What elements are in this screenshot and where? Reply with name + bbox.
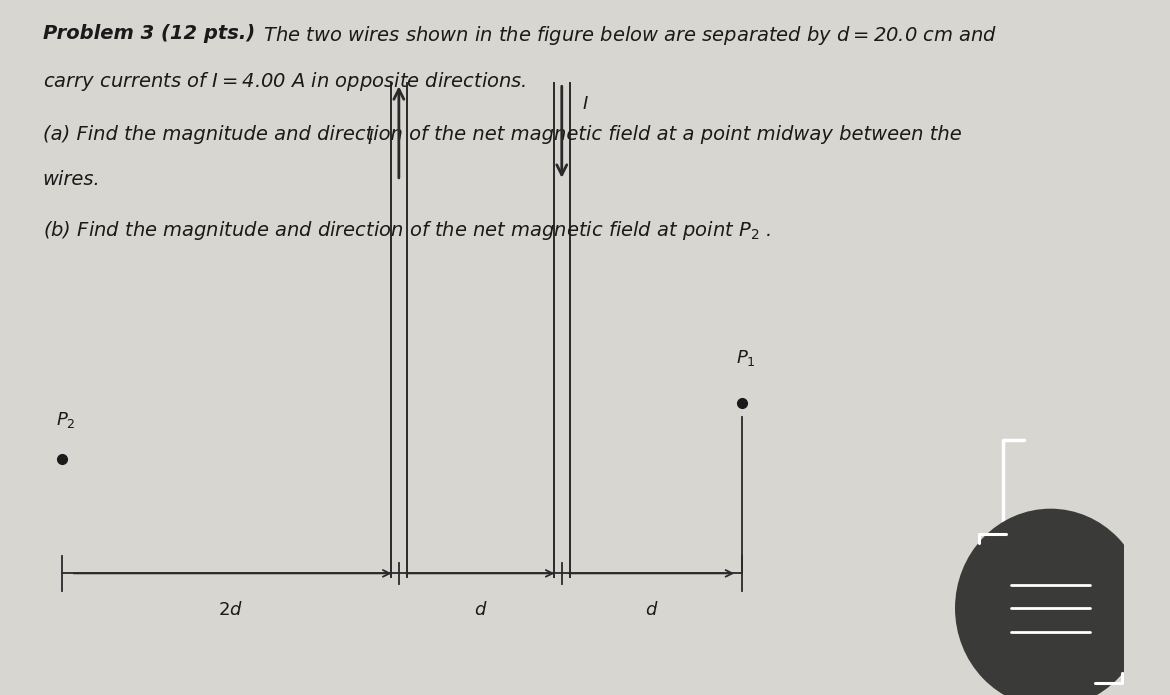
Text: carry currents of $I$ = 4.00 A in opposite directions.: carry currents of $I$ = 4.00 A in opposi…: [42, 70, 526, 92]
Text: $d$: $d$: [645, 600, 659, 619]
Text: $P_1$: $P_1$: [736, 348, 756, 368]
Text: $I$: $I$: [367, 130, 374, 148]
Text: $P_2$: $P_2$: [56, 411, 76, 430]
Ellipse shape: [955, 509, 1145, 695]
Text: Problem 3 (12 pts.): Problem 3 (12 pts.): [42, 24, 255, 43]
Text: (b) Find the magnitude and direction of the net magnetic field at point $P_2$ .: (b) Find the magnitude and direction of …: [42, 219, 771, 242]
Text: The two wires shown in the figure below are separated by $d$ = 20.0 cm and: The two wires shown in the figure below …: [250, 24, 997, 47]
Text: $d$: $d$: [474, 600, 487, 619]
Text: (a) Find the magnitude and direction of the net magnetic field at a point midway: (a) Find the magnitude and direction of …: [42, 125, 962, 144]
Text: wires.: wires.: [42, 170, 101, 189]
Text: $2d$: $2d$: [218, 600, 243, 619]
Text: $I$: $I$: [581, 95, 589, 113]
